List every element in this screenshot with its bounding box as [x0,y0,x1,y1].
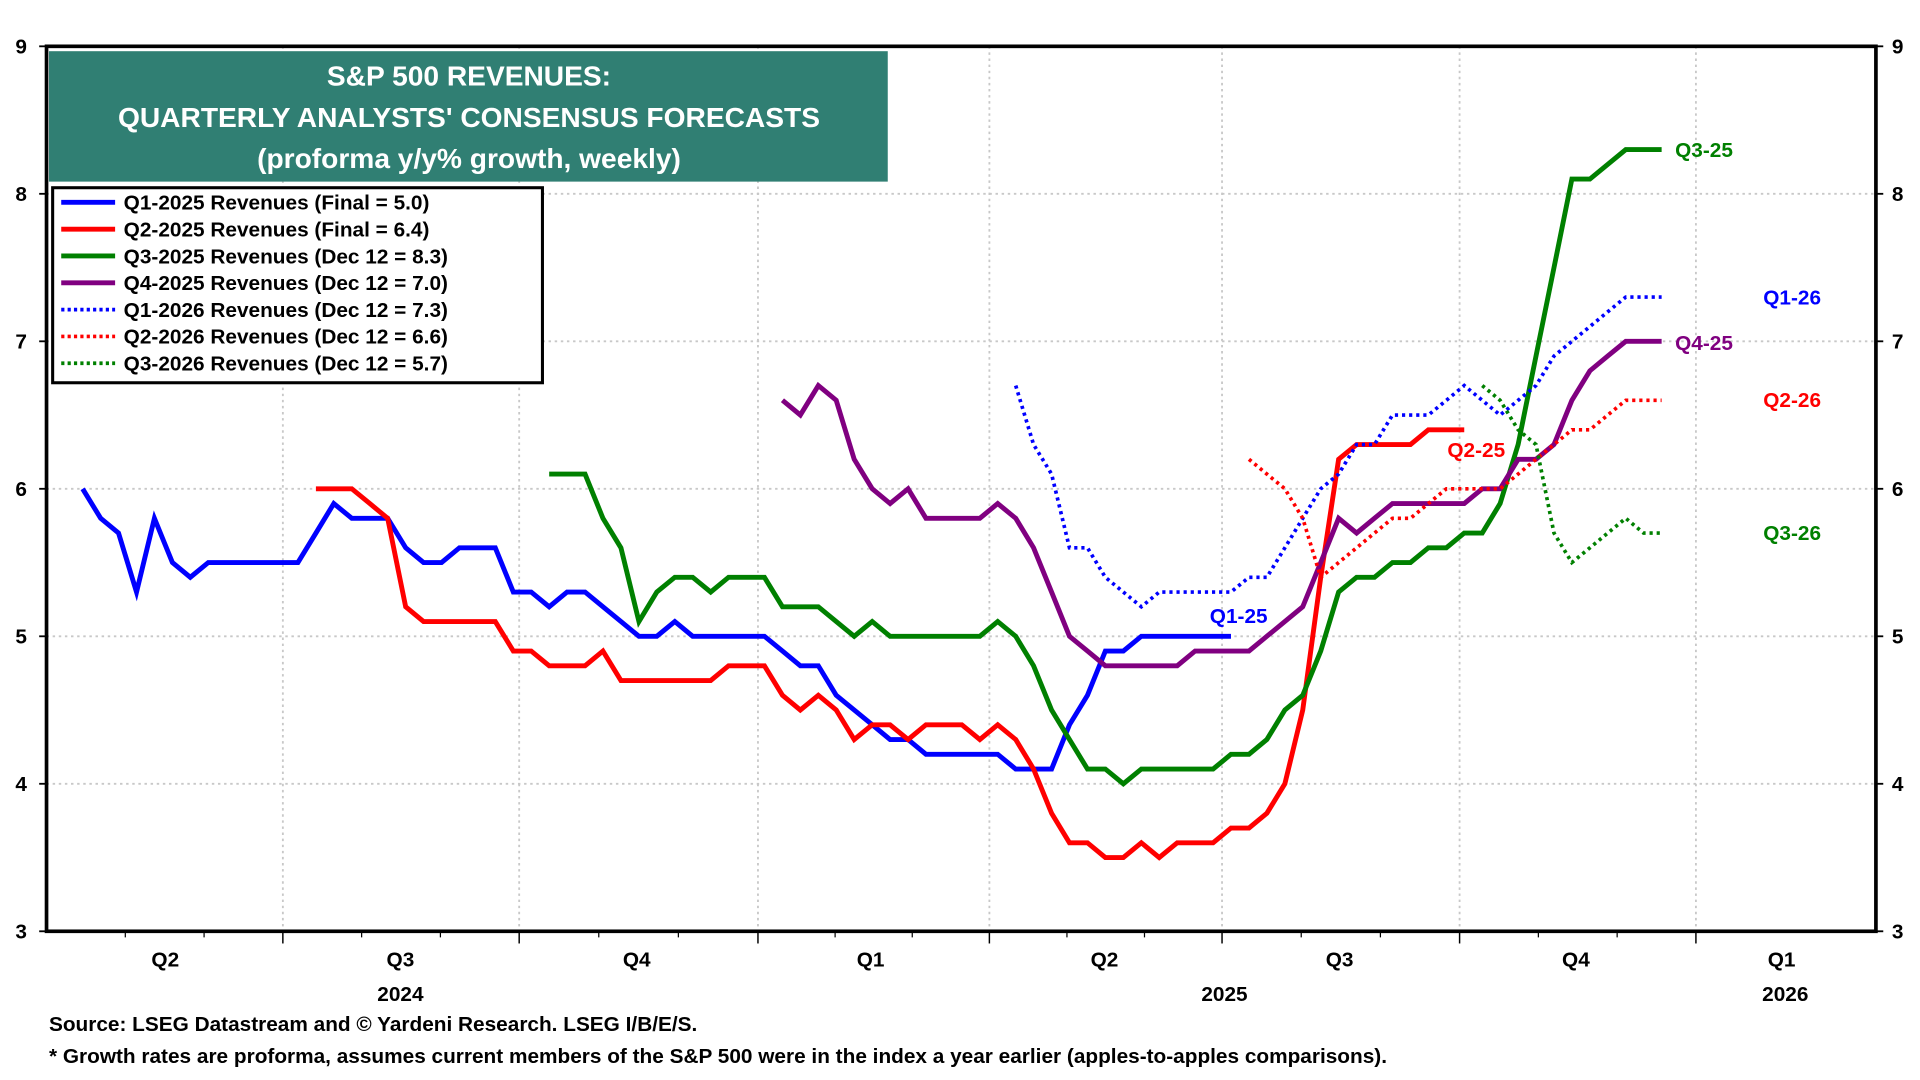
y-tick-label-left: 9 [15,36,27,59]
axes: 3 3 4 4 5 5 6 6 7 7 8 8 9 9 Q2 Q3 Q4 Q1 Q2 Q3 Q4 Q1 2024 2025 20… [15,36,1903,1006]
x-quarter-label: Q4 [623,949,651,972]
x-quarter-label: Q1 [857,949,885,972]
x-quarter-label: Q3 [1326,949,1354,972]
end-label-q1-25: Q1-25 [1210,605,1268,628]
y-tick-label-left: 7 [15,331,27,354]
series-lines [80,147,1662,861]
x-year-label: 2025 [1201,983,1247,1006]
x-quarter-label: Q2 [1091,949,1119,972]
x-quarter-label: Q1 [1768,949,1796,972]
chart-title-line-1: S&P 500 REVENUES: [327,60,611,91]
end-label-q2-25: Q2-25 [1447,439,1505,462]
end-label-q3-26: Q3-26 [1763,522,1821,545]
series-line-q1-25 [80,487,1231,772]
series-line-q2-25 [315,427,1465,861]
legend-entry: Q2-2025 Revenues (Final = 6.4) [124,219,430,242]
legend-entry: Q1-2026 Revenues (Dec 12 = 7.3) [124,299,448,322]
legend-entry: Q4-2025 Revenues (Dec 12 = 7.0) [124,272,448,295]
x-quarter-label: Q2 [151,949,179,972]
end-label-q3-25: Q3-25 [1675,139,1733,162]
series-line-q1-26 [1013,295,1662,610]
chart-title-line-3: (proforma y/y% growth, weekly) [257,143,681,174]
chart-title-line-2: QUARTERLY ANALYSTS' CONSENSUS FORECASTS [118,102,820,133]
y-tick-label-right: 7 [1892,331,1904,354]
y-tick-label-right: 3 [1892,921,1904,944]
series-line-q4-25 [780,338,1662,669]
legend-entry: Q3-2025 Revenues (Dec 12 = 8.3) [124,245,448,268]
x-quarter-label: Q3 [387,949,415,972]
footnote: * Growth rates are proforma, assumes cur… [49,1045,1387,1068]
y-tick-label-left: 4 [15,773,27,796]
y-tick-label-right: 8 [1892,183,1904,206]
source-note: Source: LSEG Datastream and © Yardeni Re… [49,1013,697,1036]
end-label-q2-26: Q2-26 [1763,389,1821,412]
legend-entry: Q2-2026 Revenues (Dec 12 = 6.6) [124,326,448,349]
y-tick-label-left: 3 [15,921,27,944]
y-tick-label-left: 5 [15,626,27,649]
y-tick-label-right: 9 [1892,36,1904,59]
y-tick-label-right: 5 [1892,626,1904,649]
legend-entry: Q1-2025 Revenues (Final = 5.0) [124,192,430,215]
x-quarter-label: Q4 [1562,949,1590,972]
series-line-q3-25 [549,147,1662,787]
x-year-label: 2024 [377,983,424,1006]
legend-entry: Q3-2026 Revenues (Dec 12 = 5.7) [124,353,448,376]
y-tick-label-left: 6 [15,478,27,501]
y-tick-label-right: 4 [1892,773,1904,796]
y-tick-label-right: 6 [1892,478,1904,501]
end-label-q4-25: Q4-25 [1675,332,1733,355]
legend: Q1-2025 Revenues (Final = 5.0) Q2-2025 Re… [51,186,544,385]
title-box: S&P 500 REVENUES: QUARTERLY ANALYSTS' CO… [48,51,888,182]
end-label-q1-26: Q1-26 [1763,287,1821,310]
x-year-label: 2026 [1762,983,1808,1006]
series-line-q2-26 [1247,398,1662,581]
y-tick-label-left: 8 [15,183,27,206]
series-end-labels: Q1-25 Q2-25 Q3-25 Q4-25 Q1-26 Q2-26 Q3-26 [1210,139,1821,628]
series-line-q3-26 [1481,384,1662,566]
